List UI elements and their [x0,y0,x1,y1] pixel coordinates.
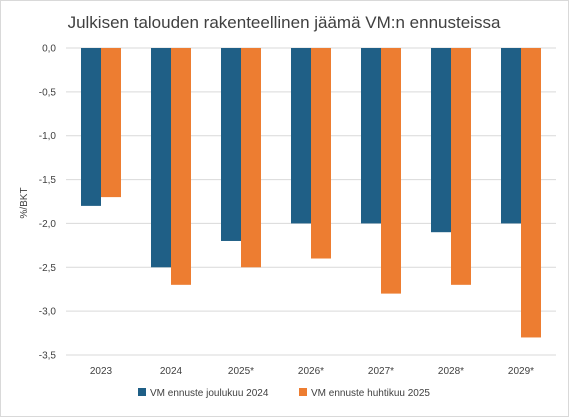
bar [431,48,451,233]
bar [221,48,241,241]
bar [311,48,331,259]
y-tick-label: -2,5 [39,263,57,274]
y-axis-label: %/BKT [19,187,30,218]
x-tick-labels: 2023 2024 2025* 2026* 2027* 2028* 2029* [90,366,534,377]
legend-swatch [299,388,307,396]
x-tick-label: 2026* [298,366,324,377]
x-tick-label: 2029* [508,366,534,377]
y-tick-label: 0,0 [42,44,56,55]
x-tick-label: 2024 [160,366,183,377]
bar [241,48,261,268]
legend-label: VM ennuste huhtikuu 2025 [311,388,430,399]
bar [101,48,121,198]
legend: VM ennuste joulukuu 2024 VM ennuste huhti… [138,388,430,399]
y-tick-label: -3,5 [39,351,57,362]
x-tick-label: 2027* [368,366,394,377]
y-tick-label: -1,5 [39,175,57,186]
bar [81,48,101,206]
bar [451,48,471,285]
y-tick-label: -0,5 [39,87,57,98]
bar [171,48,191,285]
bar [291,48,311,224]
bar [381,48,401,294]
x-tick-label: 2028* [438,366,464,377]
x-tick-label: 2023 [90,366,113,377]
y-tick-label: -2,0 [39,219,57,230]
chart-title: Julkisen talouden rakenteellinen jäämä V… [68,13,501,32]
bar [361,48,381,224]
y-tick-labels: 0,0 -0,5 -1,0 -1,5 -2,0 -2,5 -3,0 -3,5 [39,44,57,362]
y-tick-label: -3,0 [39,307,57,318]
bar [521,48,541,338]
x-tick-label: 2025* [228,366,254,377]
bars [81,48,541,338]
y-tick-label: -1,0 [39,131,57,142]
legend-label: VM ennuste joulukuu 2024 [150,388,269,399]
bar [501,48,521,224]
bar [151,48,171,268]
legend-swatch [138,388,146,396]
